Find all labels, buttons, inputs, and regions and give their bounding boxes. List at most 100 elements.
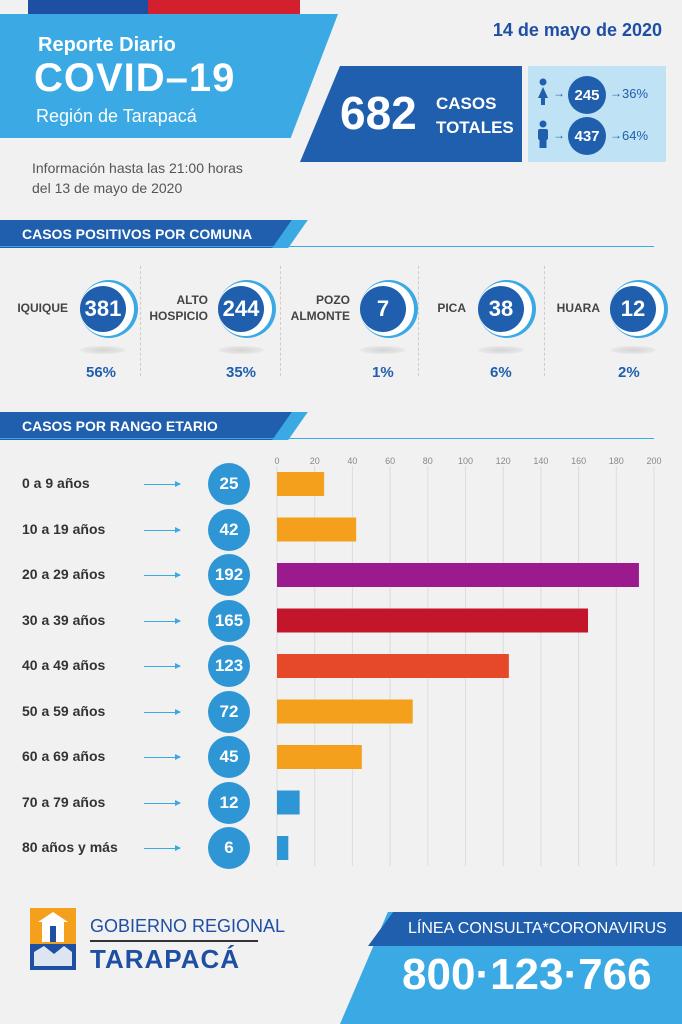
age-count: 12 (208, 781, 250, 824)
comuna-divider (544, 266, 546, 376)
comuna-divider (418, 266, 420, 376)
age-bar (277, 699, 413, 724)
comunas-banner: CASOS POSITIVOS POR COMUNA (0, 220, 292, 248)
age-bar (277, 790, 300, 815)
covid-title: COVID–19 (34, 56, 236, 100)
x-tick-label: 200 (646, 456, 661, 466)
age-arrow (144, 845, 181, 851)
male-count: 437 (568, 117, 606, 155)
age-count: 123 (208, 645, 250, 687)
comuna-count-pozo-almonte: 7 (360, 286, 406, 332)
age-arrow (144, 481, 181, 487)
age-arrow (144, 754, 181, 760)
x-tick-label: 140 (533, 456, 548, 466)
age-count: 25 (208, 463, 250, 505)
age-bar (277, 654, 509, 678)
comuna-name-pozo-almonte: POZO ALMONTE (290, 293, 350, 323)
phone-number[interactable]: 800·123·766 (402, 950, 652, 999)
x-tick-label: 120 (496, 456, 511, 466)
comuna-pct-pica: 6% (490, 364, 512, 381)
info-line-2: del 13 de mayo de 2020 (32, 180, 183, 196)
comuna-pct-alto-hospicio: 35% (226, 364, 257, 381)
age-bar (277, 608, 589, 633)
male-pct-arrow: → (610, 128, 622, 142)
total-label-line-2: TOTALES (436, 118, 514, 137)
comuna-divider (140, 266, 142, 376)
age-count: 42 (208, 508, 250, 551)
male-icon (538, 120, 548, 148)
gobierno-regional-text: GOBIERNO REGIONAL (90, 916, 286, 936)
age-arrow (144, 708, 181, 715)
age-label: 20 a 29 años (22, 566, 106, 582)
age-label: 30 a 39 años (22, 611, 106, 628)
comuna-shadow (80, 346, 126, 354)
tarapaca-text: TARAPACÁ (90, 944, 241, 974)
region-title: Región de Tarapacá (36, 106, 197, 126)
age-bar (277, 517, 357, 542)
age-arrow (144, 663, 181, 669)
comuna-count-huara: 12 (610, 286, 656, 332)
age-bar (277, 836, 289, 860)
age-arrow (144, 799, 181, 806)
age-label: 60 a 69 años (22, 748, 106, 764)
comuna-name-pica: PICA (437, 301, 466, 315)
age-label: 80 años y más (22, 839, 118, 855)
gobierno-regional-logo (30, 908, 76, 970)
comuna-pct-huara: 2% (618, 364, 640, 381)
phone-panel-top (368, 912, 682, 946)
female-arrow: → (553, 86, 565, 100)
age-arrow (144, 526, 181, 533)
flag-stripe-blue (28, 0, 148, 14)
age-banner: CASOS POR RANGO ETARIO (0, 412, 292, 440)
male-pct: 64% (622, 128, 649, 143)
total-label-line-1: CASOS (436, 94, 497, 113)
age-count: 72 (208, 690, 250, 733)
report-title: Reporte Diario (38, 34, 176, 56)
x-tick-label: 180 (609, 456, 624, 466)
x-tick-label: 0 (274, 456, 279, 466)
age-bar (277, 745, 362, 769)
age-banner-line (0, 438, 654, 439)
gobierno-underline (90, 940, 258, 942)
flag-stripe-red (148, 0, 300, 14)
total-cases-box (300, 66, 522, 162)
female-pct: 36% (622, 86, 649, 101)
age-arrow (144, 617, 181, 624)
age-label: 40 a 49 años (22, 657, 106, 673)
line-consulta-text: LÍNEA CONSULTA*CORONAVIRUS (408, 920, 667, 937)
age-count: 6 (208, 827, 250, 869)
comuna-divider (280, 266, 282, 376)
female-count: 245 (568, 76, 606, 114)
comunas-banner-line (0, 246, 654, 247)
female-pct-arrow: → (610, 86, 622, 100)
comuna-pct-pozo-almonte: 1% (372, 364, 394, 381)
comuna-shadow (360, 346, 406, 354)
info-text: Información hasta las 21:00 horas del 13… (32, 158, 292, 198)
x-tick-label: 160 (571, 456, 586, 466)
total-cases-label: CASOS TOTALES (436, 92, 514, 140)
age-arrow (144, 572, 181, 578)
age-label: 70 a 79 años (22, 793, 106, 810)
info-line-1: Información hasta las 21:00 horas (32, 160, 243, 176)
age-count: 165 (208, 599, 250, 642)
comuna-name-alto-hospicio: ALTO HOSPICIO (149, 293, 208, 323)
comuna-count-pica: 38 (478, 286, 524, 332)
age-count: 45 (208, 736, 250, 778)
comuna-shadow (610, 346, 656, 354)
comuna-name-huara: HUARA (556, 301, 600, 315)
x-tick-label: 100 (458, 456, 473, 466)
age-count: 192 (208, 554, 250, 596)
male-arrow: → (553, 128, 565, 142)
total-cases-number: 682 (340, 87, 417, 139)
comuna-shadow (478, 346, 524, 354)
age-label: 0 a 9 años (22, 475, 90, 491)
x-tick-label: 20 (310, 456, 320, 466)
age-label: 50 a 59 años (22, 702, 106, 719)
comuna-pct-iquique: 56% (86, 364, 117, 381)
age-bar-chart: 0 20 40 60 80 100 120 140 160 180 200 (274, 456, 662, 866)
comuna-count-iquique: 381 (80, 286, 126, 332)
age-bar (277, 563, 639, 587)
female-icon (538, 78, 548, 105)
x-tick-label: 60 (385, 456, 395, 466)
x-tick-label: 80 (423, 456, 433, 466)
